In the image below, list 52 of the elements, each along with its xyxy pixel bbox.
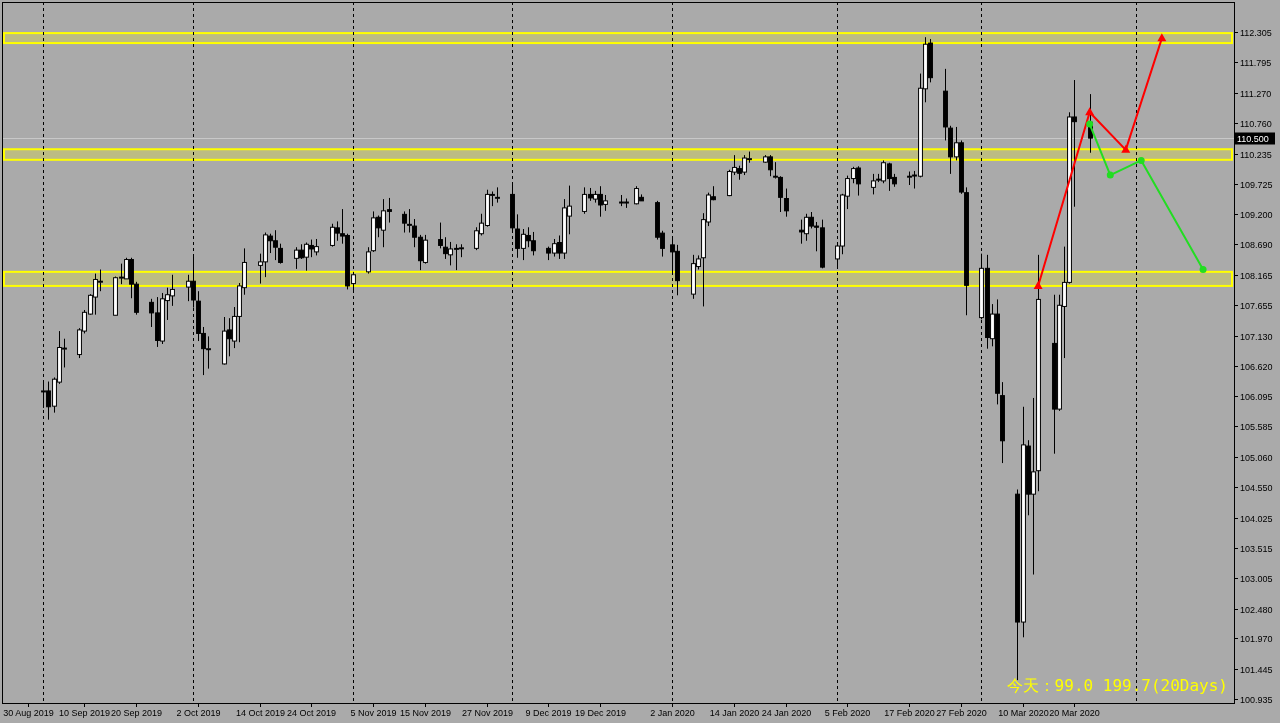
point — [1085, 107, 1095, 116]
y-tick-label: 104.550 — [1240, 483, 1273, 493]
y-tick-label: 110.235 — [1240, 150, 1272, 160]
y-tick-label: 111.795 — [1240, 58, 1272, 68]
x-tick-label: 5 Nov 2019 — [350, 708, 397, 718]
y-tick-label: 105.060 — [1240, 453, 1273, 463]
y-tick-label: 108.165 — [1240, 271, 1273, 281]
x-tick-label: 27 Feb 2020 — [936, 708, 987, 718]
y-tick-label: 107.130 — [1240, 332, 1273, 342]
x-tick-label: 30 Aug 2019 — [3, 708, 54, 718]
x-tick-label: 2 Jan 2020 — [650, 708, 695, 718]
y-tick-label: 108.690 — [1240, 240, 1273, 250]
point — [1106, 171, 1114, 179]
y-tick-label: 107.655 — [1240, 301, 1273, 311]
point — [1033, 280, 1043, 289]
x-tick-label: 20 Mar 2020 — [1049, 708, 1100, 718]
x-tick-label: 2 Oct 2019 — [176, 708, 221, 718]
y-tick-label: 104.025 — [1240, 514, 1273, 524]
x-tick-label: 24 Jan 2020 — [761, 708, 812, 718]
y-tick-label: 110.760 — [1240, 119, 1272, 129]
y-tick-label: 111.270 — [1240, 89, 1272, 99]
y-tick-label: 105.585 — [1240, 422, 1273, 432]
y-tick-label: 101.970 — [1240, 634, 1273, 644]
point — [1157, 33, 1167, 42]
y-tick-label: 106.620 — [1240, 362, 1273, 372]
point — [1199, 266, 1207, 273]
x-tick-label: 14 Jan 2020 — [709, 708, 760, 718]
x-tick-label: 24 Oct 2019 — [286, 708, 337, 718]
x-tick-label: 10 Sep 2019 — [58, 708, 111, 718]
point — [1086, 120, 1094, 128]
y-tick-label: 103.515 — [1240, 544, 1273, 554]
y-tick-label: 103.005 — [1240, 574, 1273, 584]
y-tick-label: 101.445 — [1240, 665, 1273, 675]
x-tick-label: 10 Mar 2020 — [998, 708, 1049, 718]
ref-line-label: 110.500 — [1237, 134, 1269, 144]
y-tick-label: 109.200 — [1240, 210, 1273, 220]
annotation: 今天：99.0 199.7(20Days) — [1006, 676, 1228, 695]
x-tick-label: 14 Oct 2019 — [235, 708, 286, 718]
x-tick-label: 5 Feb 2020 — [824, 708, 871, 718]
x-tick-label: 9 Dec 2019 — [525, 708, 572, 718]
y-tick-label: 102.480 — [1240, 605, 1273, 615]
x-tick-label: 15 Nov 2019 — [399, 708, 452, 718]
y-tick-label: 112.305 — [1240, 28, 1272, 38]
point — [1121, 144, 1131, 153]
x-tick-label: 19 Dec 2019 — [574, 708, 627, 718]
x-tick-label: 17 Feb 2020 — [884, 708, 935, 718]
x-tick-label: 27 Nov 2019 — [461, 708, 514, 718]
y-tick-label: 109.725 — [1240, 180, 1273, 190]
point — [1137, 156, 1145, 164]
x-tick-label: 20 Sep 2019 — [110, 708, 163, 718]
y-tick-label: 100.935 — [1240, 695, 1273, 705]
y-tick-label: 106.095 — [1240, 392, 1273, 402]
